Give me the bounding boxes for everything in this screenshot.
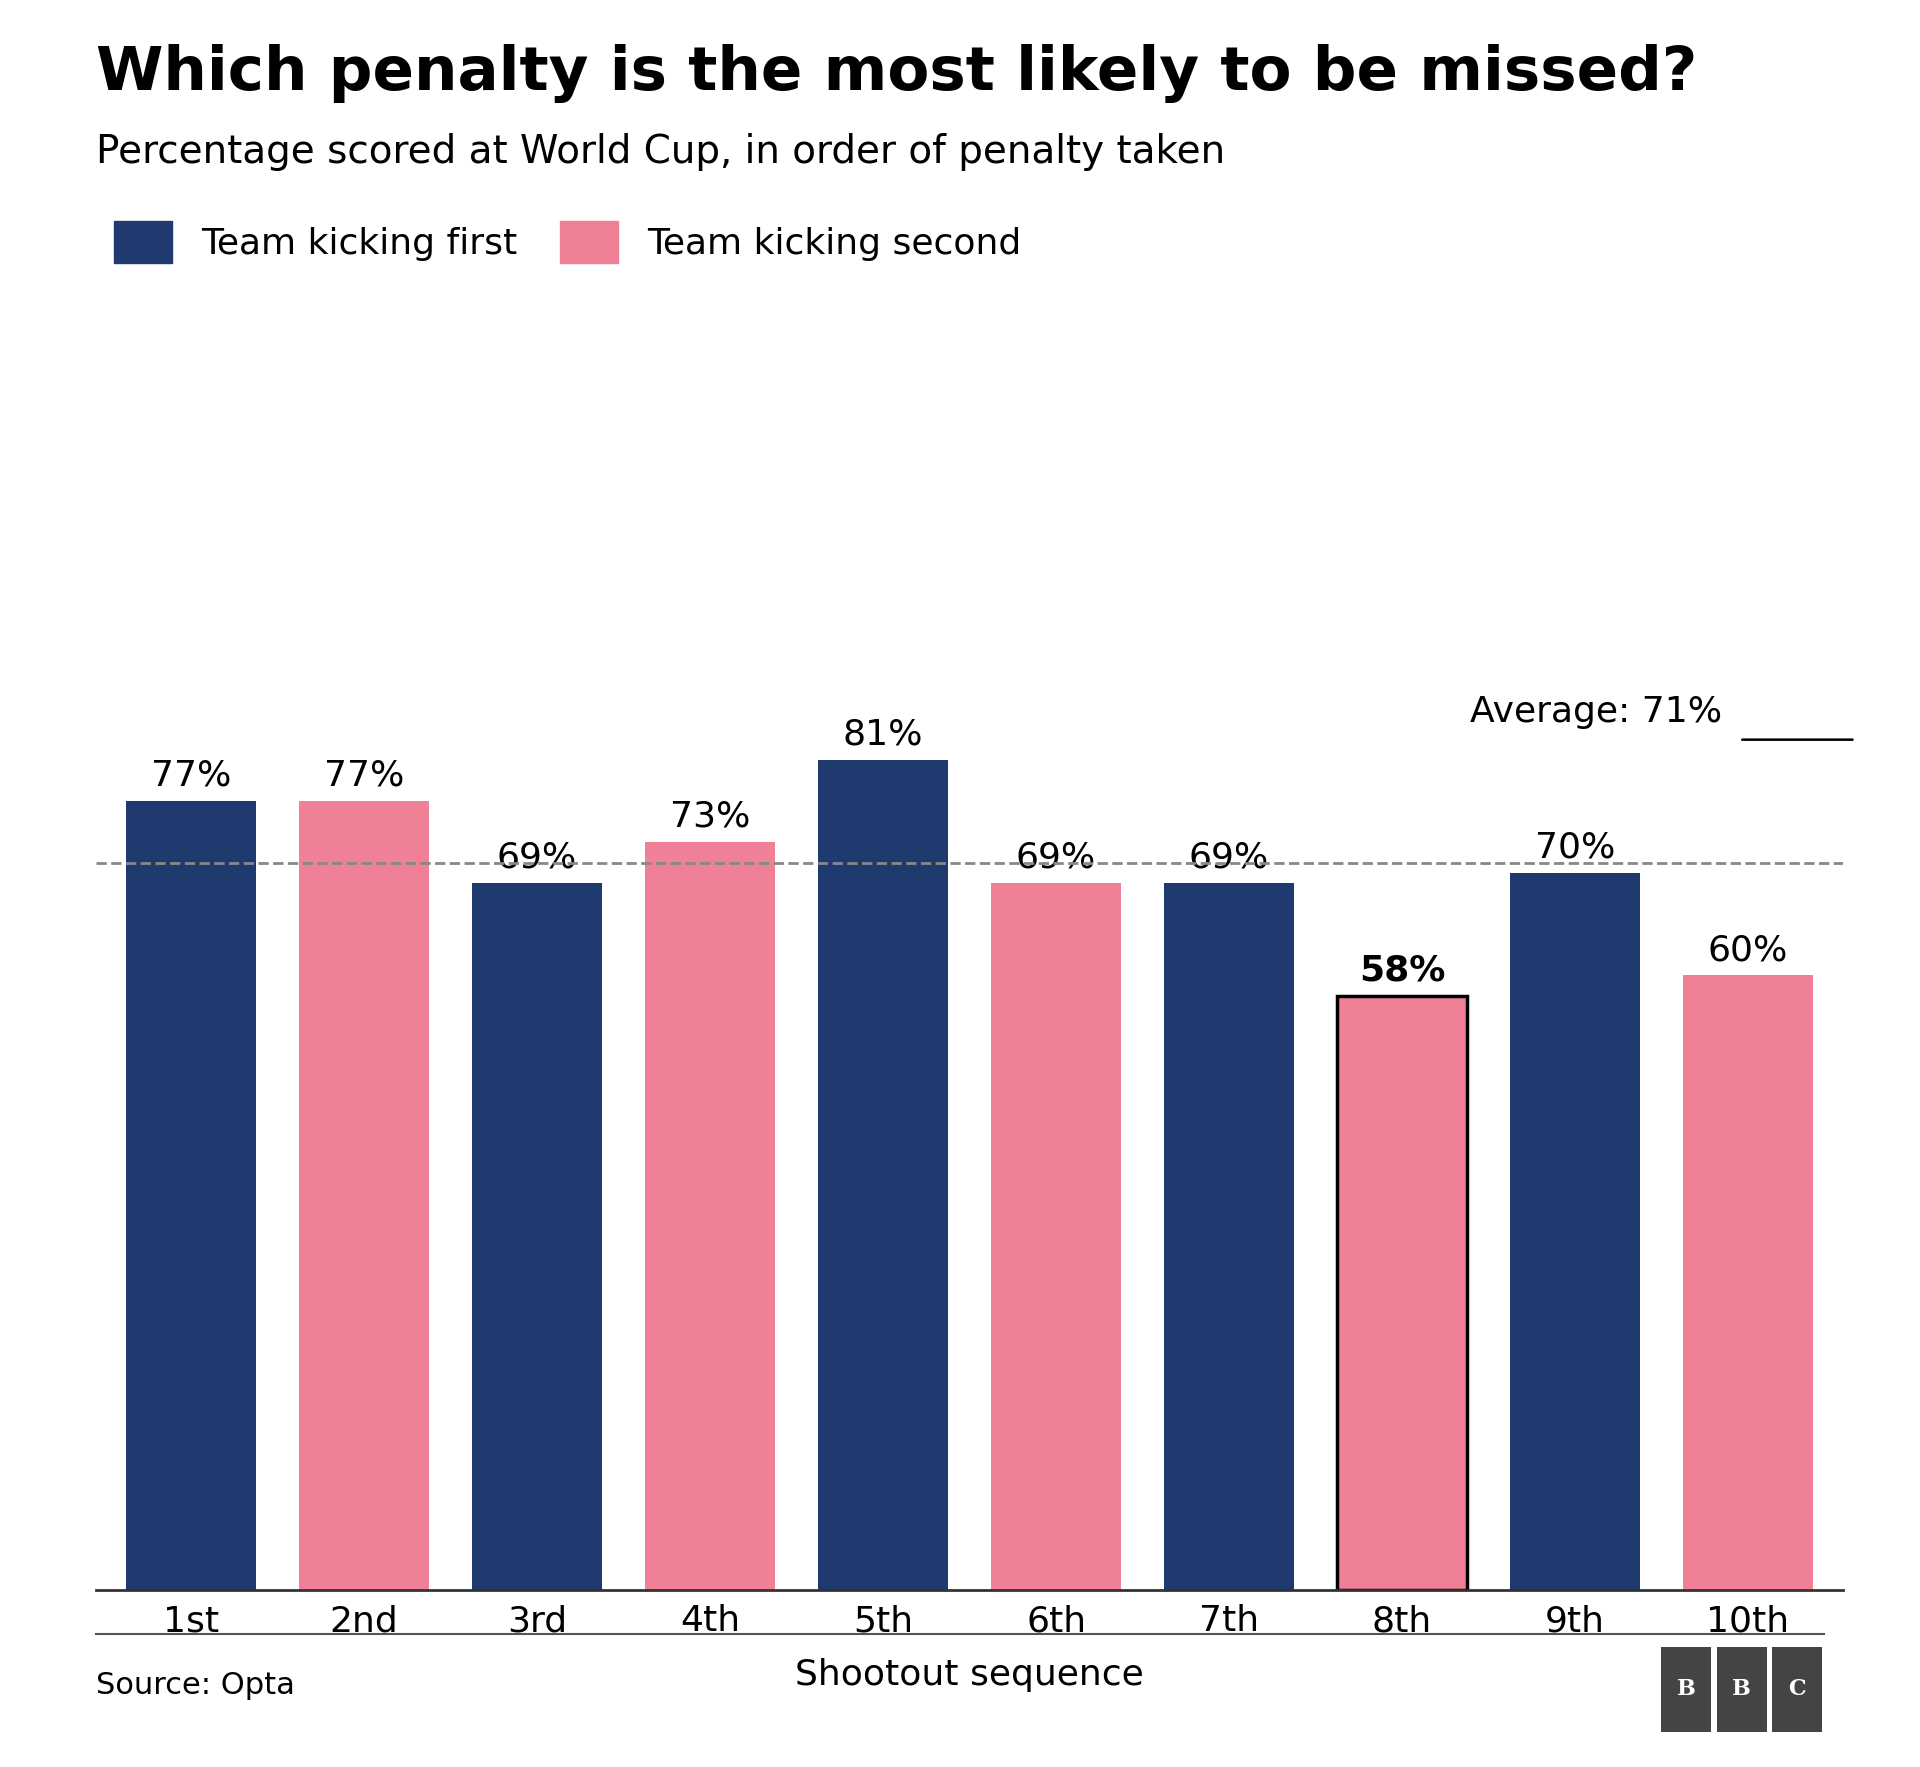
Bar	[1336, 997, 1467, 1590]
Text: 77%: 77%	[324, 760, 405, 793]
Text: 77%: 77%	[152, 760, 230, 793]
Bar	[1684, 975, 1812, 1590]
Text: B: B	[1676, 1679, 1695, 1700]
Text: Source: Opta: Source: Opta	[96, 1672, 296, 1700]
Text: Which penalty is the most likely to be missed?: Which penalty is the most likely to be m…	[96, 44, 1697, 102]
Text: B: B	[1732, 1679, 1751, 1700]
Text: 81%: 81%	[843, 717, 924, 753]
Bar	[472, 884, 603, 1590]
Bar	[300, 800, 428, 1590]
Bar	[1164, 884, 1294, 1590]
Text: 69%: 69%	[497, 841, 578, 875]
Text: Percentage scored at World Cup, in order of penalty taken: Percentage scored at World Cup, in order…	[96, 133, 1225, 171]
Text: 73%: 73%	[670, 800, 751, 834]
Bar	[818, 760, 948, 1590]
Text: 69%: 69%	[1016, 841, 1096, 875]
FancyBboxPatch shape	[1716, 1647, 1766, 1732]
Bar	[991, 884, 1121, 1590]
FancyBboxPatch shape	[1661, 1647, 1711, 1732]
Bar	[1511, 873, 1640, 1590]
Bar	[127, 800, 255, 1590]
Text: 60%: 60%	[1709, 933, 1788, 967]
X-axis label: Shootout sequence: Shootout sequence	[795, 1657, 1144, 1691]
Text: 58%: 58%	[1359, 954, 1446, 988]
Text: 70%: 70%	[1534, 830, 1615, 864]
FancyBboxPatch shape	[1772, 1647, 1822, 1732]
Bar	[645, 843, 776, 1590]
Text: Average: 71%: Average: 71%	[1471, 696, 1722, 730]
Legend: Team kicking first, Team kicking second: Team kicking first, Team kicking second	[113, 221, 1021, 263]
Text: C: C	[1789, 1679, 1807, 1700]
Text: 69%: 69%	[1188, 841, 1269, 875]
